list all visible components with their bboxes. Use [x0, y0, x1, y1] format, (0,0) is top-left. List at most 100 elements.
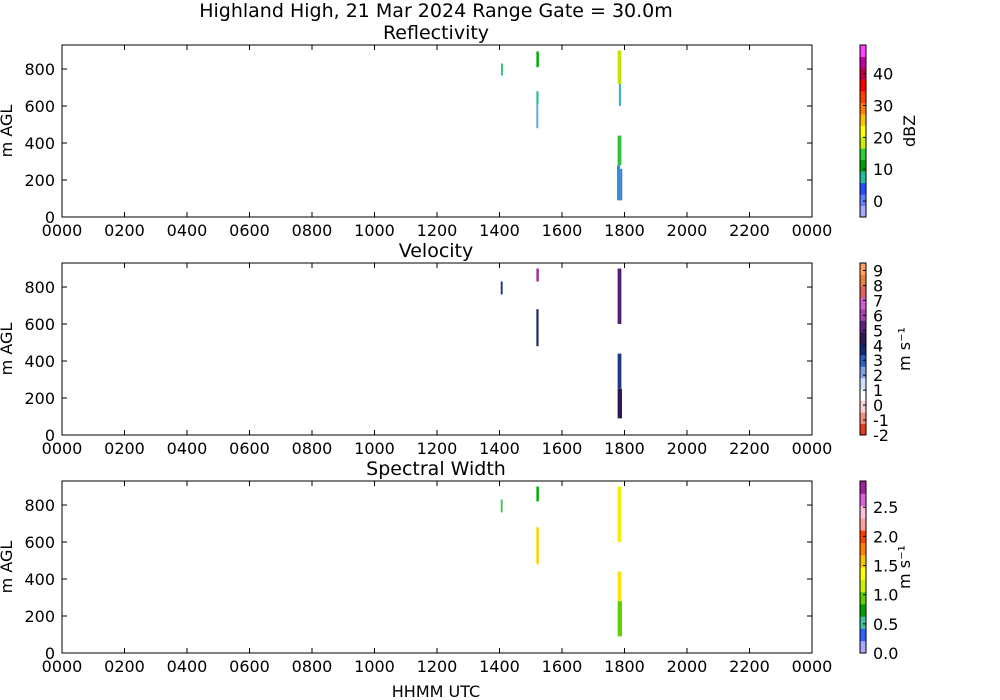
colorbar-tick-label: 2.0 [873, 527, 898, 546]
colorbar-tick-label: 2.5 [873, 498, 898, 517]
x-tick-label: 0800 [292, 439, 333, 458]
colorbar-tick-label: 20 [873, 128, 893, 147]
colorbar-tick-label: -2 [873, 426, 889, 445]
panel-title: Reflectivity [383, 22, 489, 44]
colorbar-tick-label: 40 [873, 65, 893, 84]
x-tick-label: 1000 [354, 221, 395, 240]
data-cell [536, 268, 539, 282]
colorbar-tick-label: 0.0 [873, 644, 898, 663]
x-tick-label: 0600 [229, 221, 270, 240]
colorbar-tick-label: 2 [873, 366, 883, 385]
y-tick-label: 200 [24, 389, 55, 408]
colorbar-tick-label: 1 [873, 381, 883, 400]
colorbar-tick-label: 5 [873, 321, 883, 340]
colorbar-segment [860, 148, 866, 161]
x-tick-label: 0200 [104, 657, 145, 676]
colorbar-segment [860, 517, 866, 531]
x-tick-label: 0400 [167, 657, 208, 676]
y-tick-label: 800 [24, 496, 55, 515]
colorbar-tick-label: 7 [873, 291, 883, 310]
data-cell [536, 104, 539, 129]
colorbar-segment [860, 616, 866, 629]
colorbar-segment [860, 628, 866, 642]
colorbar-tick-label: 0 [873, 396, 883, 415]
data-cell [501, 63, 503, 76]
data-cell [617, 353, 622, 389]
y-axis-label: m AGL [0, 323, 16, 376]
colorbar-segment [860, 263, 866, 275]
x-tick-label: 2000 [667, 221, 708, 240]
colorbar-segment [860, 45, 866, 57]
colorbar-segment [860, 182, 866, 195]
colorbar-segment [860, 493, 866, 507]
x-tick-label: 1800 [604, 439, 645, 458]
colorbar-segment [860, 603, 866, 617]
colorbar-frame [859, 44, 867, 218]
x-tick-label: 2200 [729, 221, 770, 240]
y-tick-label: 0 [45, 208, 55, 227]
x-tick-label: 1800 [604, 221, 645, 240]
y-tick-label: 400 [24, 570, 55, 589]
colorbar-segment [860, 366, 866, 379]
x-tick-label: 1400 [479, 657, 520, 676]
x-tick-label: 1800 [604, 657, 645, 676]
data-cell [500, 281, 503, 295]
x-tick-label: 0200 [104, 439, 145, 458]
colorbar-segment [860, 205, 866, 218]
figure-title: Highland High, 21 Mar 2024 Range Gate = … [199, 0, 673, 22]
x-tick-label: 0000 [792, 221, 833, 240]
colorbar-segment [860, 567, 866, 580]
colorbar-segment [860, 481, 866, 494]
y-tick-label: 0 [45, 644, 55, 663]
colorbar-segment [860, 159, 866, 172]
data-cell [500, 499, 503, 513]
colorbar-tick-label: 6 [873, 306, 883, 325]
x-tick-label: 2000 [667, 439, 708, 458]
colorbar-tick-label: 3 [873, 351, 883, 370]
panel-title: Velocity [399, 240, 474, 262]
x-tick-label: 1000 [354, 657, 395, 676]
x-tick-label: 1600 [542, 221, 583, 240]
colorbar-segment [860, 285, 866, 298]
x-tick-label: 0200 [104, 221, 145, 240]
colorbar-segment [860, 331, 866, 344]
data-cell [618, 83, 622, 107]
y-axis-label: m AGL [0, 541, 16, 594]
data-cell [617, 135, 622, 166]
colorbar-tick-label: 0 [873, 192, 883, 211]
y-tick-label: 800 [24, 60, 55, 79]
colorbar-segment [860, 389, 866, 402]
colorbar-segment [860, 400, 866, 413]
y-tick-label: 200 [24, 171, 55, 190]
y-tick-label: 600 [24, 315, 55, 334]
y-tick-label: 400 [24, 134, 55, 153]
colorbar-segment [860, 640, 866, 654]
data-cell [617, 268, 622, 325]
data-cell [536, 486, 539, 502]
colorbar-label: m s⁻¹ [895, 327, 914, 371]
colorbar-tick-label: 10 [873, 160, 893, 179]
x-tick-label: 0600 [229, 657, 270, 676]
colorbar-tick-label: 4 [873, 336, 883, 355]
x-tick-label: 0000 [792, 439, 833, 458]
colorbar-segment [860, 505, 866, 519]
x-tick-label: 0800 [292, 221, 333, 240]
colorbar-segment [860, 171, 866, 184]
plot-frame [61, 262, 813, 436]
plot-frame [61, 44, 813, 218]
colorbar-segment [860, 591, 866, 605]
x-tick-label: 1600 [542, 657, 583, 676]
x-tick-label: 0000 [42, 657, 83, 676]
x-tick-label: 1000 [354, 439, 395, 458]
colorbar-label: dBZ [900, 115, 919, 147]
x-tick-label: 1200 [417, 657, 458, 676]
data-cell [617, 388, 622, 419]
data-cell [617, 571, 622, 602]
data-cell [536, 527, 539, 565]
colorbar-segment [860, 320, 866, 333]
colorbar-tick-label: 0.5 [873, 615, 898, 634]
colorbar-tick-label: -1 [873, 411, 889, 430]
colorbar-segment [860, 90, 866, 103]
colorbar-tick-label: 1.0 [873, 586, 898, 605]
